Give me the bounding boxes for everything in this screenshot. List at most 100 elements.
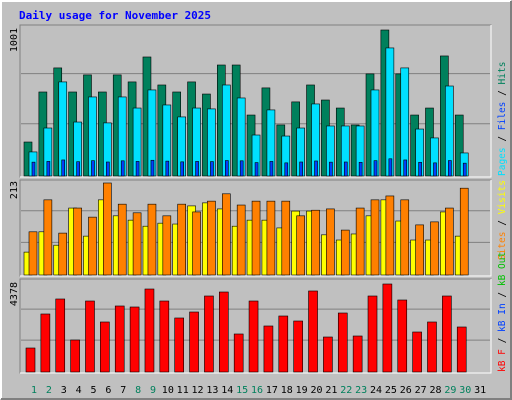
x-tick-label: 29	[444, 385, 456, 396]
bar	[91, 160, 95, 177]
x-tick-label: 15	[236, 385, 248, 396]
bar	[174, 317, 184, 373]
bar	[225, 160, 229, 177]
x-tick-label: 11	[177, 385, 189, 396]
x-tick-label: 5	[90, 385, 96, 396]
bar	[248, 300, 259, 373]
x-tick-label: 6	[105, 385, 111, 396]
bar	[117, 203, 127, 276]
bar	[114, 305, 125, 373]
bar	[323, 336, 333, 373]
bar	[370, 199, 380, 276]
bar	[454, 114, 464, 177]
bar	[100, 321, 110, 373]
bar	[31, 161, 36, 177]
bar	[459, 187, 469, 276]
x-tick-label: 4	[76, 385, 82, 396]
bar	[106, 161, 110, 177]
bar	[343, 161, 348, 177]
bar	[239, 160, 244, 177]
x-tick-label: 21	[325, 385, 337, 396]
bar	[58, 232, 68, 276]
bar	[76, 161, 80, 177]
bar	[299, 161, 303, 177]
bar	[147, 203, 157, 276]
x-tick-label: 23	[355, 385, 367, 396]
bar	[433, 162, 437, 177]
bar	[28, 231, 38, 276]
x-tick-label: 17	[266, 385, 278, 396]
bar	[159, 300, 170, 373]
bar	[314, 160, 318, 177]
bar	[180, 161, 184, 177]
y-tick-label: 213	[9, 181, 20, 199]
bar	[233, 333, 244, 373]
bar	[456, 326, 467, 373]
x-tick-label: 28	[429, 385, 441, 396]
bar	[222, 193, 231, 276]
bar	[165, 160, 170, 177]
bar	[293, 320, 303, 373]
bar	[326, 208, 335, 276]
bar	[418, 161, 422, 177]
bar	[385, 47, 395, 177]
bar	[40, 313, 51, 373]
bar	[254, 162, 259, 177]
bar	[207, 200, 216, 276]
panel-bevel	[20, 279, 492, 374]
x-tick-label: 26	[400, 385, 412, 396]
bar	[415, 224, 424, 276]
bar	[269, 161, 274, 177]
bar	[204, 295, 214, 373]
bar	[135, 161, 140, 177]
x-tick-label: 20	[311, 385, 323, 396]
bar	[195, 161, 199, 177]
panel-bevel	[20, 180, 492, 277]
chart-title: Daily usage for November 2025	[19, 9, 211, 22]
bar	[388, 158, 393, 177]
panel-bevel	[20, 25, 492, 178]
legend-entry: kB F	[497, 349, 508, 372]
bar	[162, 215, 172, 276]
legend-separator: /	[497, 214, 508, 231]
bar	[462, 162, 467, 177]
x-tick-label: 18	[281, 385, 293, 396]
x-tick-label: 12	[192, 385, 204, 396]
bar	[296, 215, 305, 276]
bar	[43, 199, 53, 276]
bar	[382, 283, 393, 373]
bar	[308, 290, 318, 373]
x-tick-label: 27	[415, 385, 427, 396]
x-tick-label: 10	[162, 385, 174, 396]
bar	[427, 321, 437, 373]
legend-separator: /	[497, 130, 508, 147]
bar	[103, 182, 112, 276]
legend-entry: kB In	[497, 303, 508, 332]
x-tick-label: 19	[296, 385, 308, 396]
legend-separator: /	[497, 84, 508, 101]
legend: kB F / kB In / kB Out	[497, 252, 508, 372]
bar	[329, 161, 333, 177]
bar	[311, 209, 320, 276]
bar	[263, 325, 274, 373]
legend-separator: /	[497, 286, 508, 303]
bar	[355, 207, 365, 276]
bar	[448, 160, 452, 177]
bar	[129, 306, 140, 373]
bar	[73, 207, 82, 276]
bar	[367, 295, 378, 373]
bar	[337, 312, 348, 373]
y-tick-label: 4378	[9, 282, 20, 306]
bar	[403, 159, 408, 177]
bar	[236, 204, 246, 276]
bar	[70, 339, 80, 373]
bar	[340, 229, 350, 276]
x-tick-label: 31	[474, 385, 486, 396]
x-tick-label: 14	[221, 385, 233, 396]
bar	[132, 212, 142, 276]
bar	[400, 199, 410, 276]
legend-entry: Sites	[497, 232, 508, 261]
x-tick-label: 22	[340, 385, 352, 396]
